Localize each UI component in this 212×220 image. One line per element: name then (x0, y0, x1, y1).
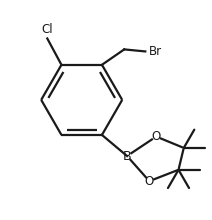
Text: B: B (123, 150, 131, 163)
Text: Cl: Cl (42, 23, 53, 36)
Text: O: O (152, 130, 161, 143)
Text: O: O (145, 175, 154, 188)
Text: Br: Br (149, 45, 162, 58)
